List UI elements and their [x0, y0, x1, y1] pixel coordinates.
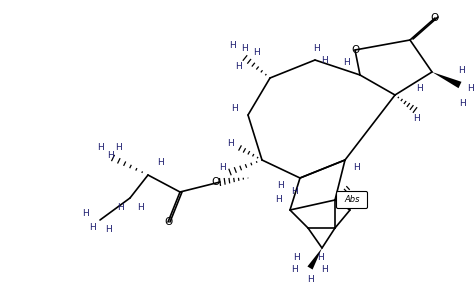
Text: H: H — [275, 195, 281, 205]
Text: H: H — [460, 99, 466, 107]
Text: H: H — [294, 253, 300, 263]
Text: H: H — [82, 208, 88, 218]
Text: Abs: Abs — [344, 195, 360, 205]
Text: H: H — [253, 47, 259, 57]
Text: H: H — [137, 202, 143, 212]
Text: H: H — [317, 253, 323, 263]
Text: H: H — [242, 44, 248, 52]
Text: O: O — [351, 45, 359, 55]
Polygon shape — [307, 248, 322, 270]
Text: O: O — [164, 217, 172, 227]
Text: H: H — [417, 83, 423, 93]
Text: H: H — [235, 62, 241, 70]
Text: O: O — [211, 177, 219, 187]
Polygon shape — [432, 72, 462, 88]
Text: H: H — [342, 191, 348, 200]
Text: H: H — [467, 83, 475, 93]
Text: H: H — [117, 202, 124, 212]
Text: H: H — [228, 41, 236, 49]
Text: H: H — [307, 276, 314, 284]
Text: H: H — [343, 57, 351, 67]
Text: H: H — [157, 157, 163, 166]
Text: H: H — [104, 226, 111, 234]
FancyBboxPatch shape — [336, 192, 368, 208]
Text: H: H — [106, 150, 114, 160]
Text: O: O — [431, 13, 439, 23]
Text: H: H — [353, 163, 361, 173]
Text: H: H — [292, 187, 298, 197]
Text: H: H — [414, 113, 420, 123]
Text: H: H — [313, 44, 319, 52]
Text: H: H — [276, 181, 284, 189]
Text: H: H — [96, 142, 104, 152]
Text: H: H — [322, 56, 328, 65]
Text: H: H — [218, 163, 225, 173]
Text: H: H — [228, 139, 234, 147]
Text: H: H — [459, 65, 466, 75]
Text: H: H — [292, 266, 298, 274]
Text: H: H — [232, 104, 238, 112]
Text: H: H — [114, 142, 122, 152]
Text: H: H — [89, 223, 95, 232]
Text: H: H — [322, 266, 328, 274]
